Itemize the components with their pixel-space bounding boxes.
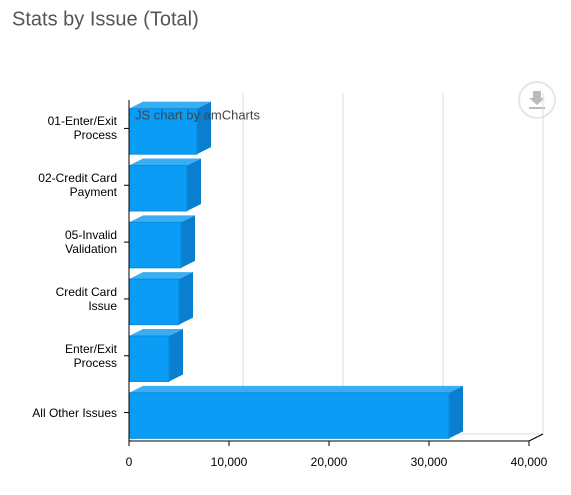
bar-side [181, 215, 195, 268]
credit: JS chart by amCharts [135, 107, 260, 122]
x-tick-label: 0 [126, 455, 133, 469]
x-axis-depth [528, 433, 544, 442]
bar-side [197, 101, 211, 155]
bar [128, 165, 188, 212]
bar-side [187, 158, 201, 211]
x-tick-label: 30,000 [411, 455, 448, 469]
y-tick-label: Enter/Exit Process [64, 341, 117, 370]
y-tick-label: Credit Card Issue [55, 284, 117, 313]
bar [128, 335, 170, 382]
download-icon[interactable] [529, 91, 545, 109]
download-button[interactable] [518, 81, 556, 119]
x-tick-label: 20,000 [311, 455, 348, 469]
x-tick-label: 40,000 [511, 455, 548, 469]
y-tick-label: 02-Credit Card Payment [38, 171, 117, 200]
chart-title: Stats by Issue (Total) [12, 8, 199, 30]
bar-side [449, 385, 463, 439]
bar-top [129, 101, 211, 109]
bar-top [129, 215, 195, 223]
bar [128, 278, 180, 326]
bar-top [129, 158, 201, 166]
bar [128, 392, 450, 439]
bar-top [129, 329, 183, 337]
y-tick-label: 01-Enter/Exit Process [47, 114, 117, 143]
bar-side [169, 329, 183, 382]
x-tick-label: 10,000 [211, 455, 248, 469]
bar-top [129, 385, 463, 393]
bar-side [179, 272, 193, 325]
y-tick-label: All Other Issues [32, 405, 117, 420]
y-tick-label: 05-Invalid Validation [64, 228, 117, 257]
bar [128, 108, 198, 155]
bar-top [129, 272, 193, 280]
bar [128, 221, 182, 269]
